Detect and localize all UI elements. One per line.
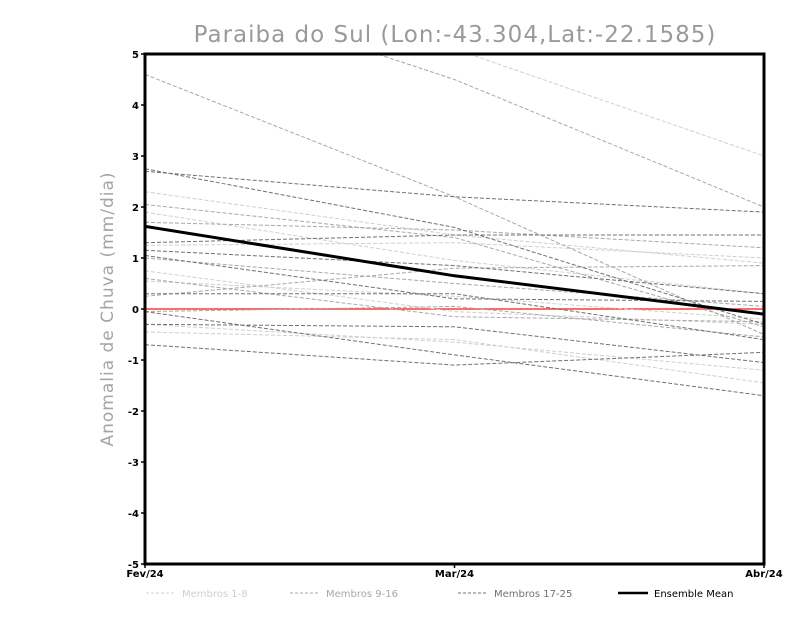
y-tick-label: -3 (128, 458, 139, 469)
x-tick-label: Fev/24 (126, 569, 163, 580)
series-line-membros-1-8-1 (145, 211, 764, 295)
series-line-membros-17-25-18 (145, 234, 764, 244)
y-tick-label: 0 (132, 305, 139, 316)
y-tick-label: 2 (132, 203, 139, 214)
series-line-membros-9-16-13 (145, 305, 764, 338)
y-tick-label: -2 (128, 407, 139, 418)
series-line-membros-1-8-2 (145, 242, 764, 259)
x-tick-label: Abr/24 (745, 569, 782, 580)
series-line-membros-1-8-5 (145, 323, 764, 371)
series-line-membros-9-16-14 (145, 277, 764, 323)
series-line-membros-17-25-21 (145, 293, 764, 341)
x-tick-label: Mar/24 (435, 569, 474, 580)
series-line-membros-17-25-23 (145, 311, 764, 397)
series-line-membros-17-25-17 (145, 170, 764, 213)
y-tick-label: 5 (132, 50, 139, 61)
series-line-membros-9-16-9 (145, 204, 764, 328)
series-line-membros-9-16-11 (145, 257, 764, 307)
series-line-membros-1-8-4 (145, 280, 764, 320)
series-line-membros-9-16-8 (145, 73, 764, 335)
y-axis-label: Anomalia de Chuva (mm/dia) (98, 171, 118, 446)
legend-label-membros-1-8: Membros 1-8 (182, 589, 248, 600)
y-tick-label: 4 (132, 101, 139, 112)
series-line-membros-17-25-22 (145, 323, 764, 364)
series-line-membros-1-8-3 (145, 270, 764, 325)
series-layer (145, 54, 764, 397)
legend-label-membros-9-16: Membros 9-16 (326, 589, 398, 600)
series-line-membros-17-25-24 (145, 344, 764, 366)
legend-label-ensemble: Ensemble Mean (654, 589, 733, 600)
y-tick-label: -4 (128, 509, 139, 520)
series-line-membros-17-25-20 (145, 255, 764, 302)
series-line-membros-17-25-16 (145, 168, 764, 325)
series-line-membros-1-8-6 (145, 331, 764, 384)
y-tick-label: 3 (132, 152, 139, 163)
series-line-membros-9-16-12 (145, 265, 764, 297)
series-line-membros-9-16-10 (145, 221, 764, 249)
series-line-membros-17-25-19 (145, 249, 764, 295)
chart-title: Paraiba do Sul (Lon:-43.304,Lat:-22.1585… (194, 22, 717, 48)
legend: Membros 1-8 Membros 9-16 Membros 17-25 Ense… (146, 589, 733, 600)
ensemble-layer (145, 224, 764, 316)
series-line-membros-9-16-15 (375, 54, 764, 208)
y-tick-label: 1 (132, 254, 139, 265)
ensemble-mean-line (145, 224, 764, 316)
y-tick-label: -1 (128, 356, 139, 367)
legend-label-membros-17-25: Membros 17-25 (494, 589, 572, 600)
y-tick-label: -5 (128, 560, 139, 571)
